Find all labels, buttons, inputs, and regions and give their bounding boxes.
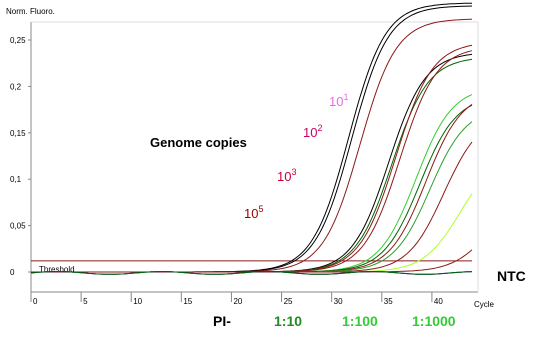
x-tick-label: 25	[284, 297, 293, 306]
series-line	[31, 121, 473, 273]
series-line	[31, 104, 473, 273]
x-tick-label: 20	[233, 297, 242, 306]
y-tick-label: 0,25	[10, 36, 26, 45]
y-tick-label: 0	[10, 268, 15, 277]
dilution-label: 102	[303, 123, 322, 140]
y-tick-label: 0,15	[10, 129, 26, 138]
x-tick-label: 15	[183, 297, 192, 306]
dilution-label: 101	[329, 92, 348, 109]
series-line	[31, 103, 473, 273]
series-line	[31, 18, 473, 273]
x-tick-label: 35	[384, 297, 393, 306]
y-tick-label: 0,1	[10, 175, 22, 184]
condition-label: PI-	[213, 313, 231, 329]
x-axis-title: Cycle	[474, 300, 495, 309]
bottom-labels: PI- 1:10 1:100 1:1000	[213, 313, 456, 329]
series-line	[31, 94, 473, 273]
dilution-labels: 101 102 103 105	[244, 92, 348, 221]
dilution-label: 105	[244, 204, 263, 221]
x-axis-ticks: 0 5 10 15 20 25 30 35 40	[30, 292, 443, 306]
x-tick-label: 10	[133, 297, 142, 306]
x-tick-label: 40	[434, 297, 443, 306]
condition-label: 1:10	[274, 313, 302, 329]
y-tick-label: 0,2	[10, 82, 22, 91]
threshold-label: Threshold	[39, 265, 75, 274]
condition-label: 1:1000	[412, 313, 456, 329]
series-line	[30, 271, 473, 275]
series-line	[31, 50, 473, 273]
x-tick-label: 30	[334, 297, 343, 306]
x-tick-label: 0	[33, 297, 38, 306]
condition-label: 1:100	[342, 313, 378, 329]
y-axis-ticks: 0 0,05 0,1 0,15 0,2 0,25	[10, 36, 31, 277]
y-axis-title: Norm. Fluoro.	[6, 7, 55, 16]
y-tick-label: 0,05	[10, 222, 26, 231]
series-line	[31, 53, 473, 273]
genome-copies-label: Genome copies	[150, 135, 247, 150]
series-group	[30, 2, 473, 275]
x-tick-label: 5	[83, 297, 88, 306]
ntc-label: NTC	[497, 268, 526, 284]
series-line	[31, 5, 473, 273]
series-line	[31, 58, 473, 273]
series-line	[31, 2, 472, 273]
dilution-label: 103	[277, 167, 296, 184]
